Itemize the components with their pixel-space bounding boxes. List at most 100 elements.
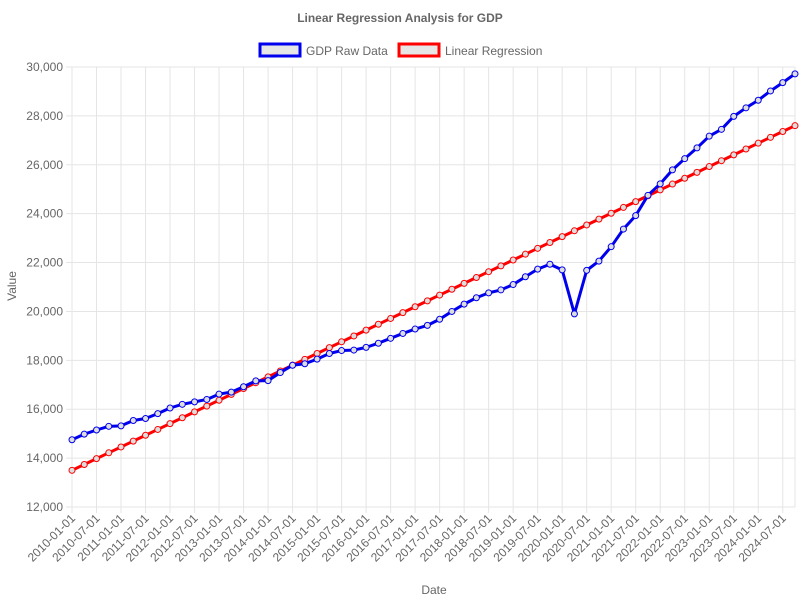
data-point-gdp-raw-data[interactable] — [607, 243, 615, 251]
data-point-gdp-raw-data[interactable] — [583, 266, 591, 274]
data-point-gdp-raw-data[interactable] — [203, 395, 211, 403]
data-point-linear-regression[interactable] — [362, 326, 370, 334]
data-point-linear-regression[interactable] — [399, 309, 407, 317]
data-point-gdp-raw-data[interactable] — [632, 212, 640, 220]
data-point-gdp-raw-data[interactable] — [717, 125, 725, 133]
legend-item-linear-regression[interactable]: Linear Regression — [397, 42, 542, 58]
data-point-linear-regression[interactable] — [154, 425, 162, 433]
data-point-linear-regression[interactable] — [129, 437, 137, 445]
data-point-linear-regression[interactable] — [338, 338, 346, 346]
data-point-linear-regression[interactable] — [497, 262, 505, 270]
data-point-gdp-raw-data[interactable] — [68, 436, 76, 444]
data-point-gdp-raw-data[interactable] — [191, 398, 199, 406]
data-point-gdp-raw-data[interactable] — [178, 400, 186, 408]
data-point-gdp-raw-data[interactable] — [656, 180, 664, 188]
data-point-linear-regression[interactable] — [423, 297, 431, 305]
data-point-gdp-raw-data[interactable] — [350, 346, 358, 354]
data-point-gdp-raw-data[interactable] — [791, 70, 799, 78]
data-point-linear-regression[interactable] — [754, 139, 762, 147]
data-point-linear-regression[interactable] — [203, 402, 211, 410]
data-point-linear-regression[interactable] — [325, 344, 333, 352]
data-point-linear-regression[interactable] — [791, 122, 799, 130]
data-point-linear-regression[interactable] — [387, 314, 395, 322]
data-point-linear-regression[interactable] — [534, 244, 542, 252]
data-point-gdp-raw-data[interactable] — [570, 310, 578, 318]
data-point-linear-regression[interactable] — [546, 238, 554, 246]
data-point-gdp-raw-data[interactable] — [80, 430, 88, 438]
data-point-gdp-raw-data[interactable] — [289, 361, 297, 369]
data-point-linear-regression[interactable] — [705, 163, 713, 171]
data-point-linear-regression[interactable] — [730, 151, 738, 159]
data-point-linear-regression[interactable] — [668, 180, 676, 188]
data-point-gdp-raw-data[interactable] — [534, 265, 542, 273]
data-point-gdp-raw-data[interactable] — [779, 79, 787, 87]
data-point-linear-regression[interactable] — [472, 274, 480, 282]
data-point-gdp-raw-data[interactable] — [264, 377, 272, 385]
data-point-gdp-raw-data[interactable] — [558, 266, 566, 274]
data-point-linear-regression[interactable] — [374, 320, 382, 328]
data-point-gdp-raw-data[interactable] — [423, 321, 431, 329]
data-point-gdp-raw-data[interactable] — [448, 307, 456, 315]
legend[interactable]: GDP Raw Data Linear Regression — [258, 42, 542, 58]
data-point-linear-regression[interactable] — [766, 133, 774, 141]
data-point-linear-regression[interactable] — [68, 466, 76, 474]
data-point-gdp-raw-data[interactable] — [472, 294, 480, 302]
data-point-linear-regression[interactable] — [460, 279, 468, 287]
data-point-linear-regression[interactable] — [583, 221, 591, 229]
data-point-gdp-raw-data[interactable] — [93, 426, 101, 434]
data-point-gdp-raw-data[interactable] — [754, 96, 762, 104]
data-point-linear-regression[interactable] — [558, 233, 566, 241]
data-point-gdp-raw-data[interactable] — [166, 404, 174, 412]
data-point-linear-regression[interactable] — [178, 414, 186, 422]
data-point-linear-regression[interactable] — [117, 443, 125, 451]
data-point-linear-regression[interactable] — [521, 250, 529, 258]
data-point-gdp-raw-data[interactable] — [595, 257, 603, 265]
data-point-linear-regression[interactable] — [105, 449, 113, 457]
data-point-linear-regression[interactable] — [619, 203, 627, 211]
data-point-linear-regression[interactable] — [717, 157, 725, 165]
data-point-linear-regression[interactable] — [93, 455, 101, 463]
data-point-linear-regression[interactable] — [632, 198, 640, 206]
data-point-linear-regression[interactable] — [215, 396, 223, 404]
data-point-linear-regression[interactable] — [570, 227, 578, 235]
data-point-linear-regression[interactable] — [142, 431, 150, 439]
data-point-gdp-raw-data[interactable] — [668, 166, 676, 174]
data-point-gdp-raw-data[interactable] — [362, 343, 370, 351]
data-point-linear-regression[interactable] — [595, 215, 603, 223]
data-point-gdp-raw-data[interactable] — [338, 347, 346, 355]
data-point-gdp-raw-data[interactable] — [546, 260, 554, 268]
data-point-gdp-raw-data[interactable] — [460, 300, 468, 308]
data-point-gdp-raw-data[interactable] — [730, 112, 738, 120]
data-point-linear-regression[interactable] — [436, 291, 444, 299]
data-point-linear-regression[interactable] — [191, 408, 199, 416]
data-point-gdp-raw-data[interactable] — [117, 422, 125, 430]
data-point-linear-regression[interactable] — [607, 209, 615, 217]
data-point-gdp-raw-data[interactable] — [129, 416, 137, 424]
data-point-gdp-raw-data[interactable] — [374, 339, 382, 347]
data-point-gdp-raw-data[interactable] — [313, 355, 321, 363]
data-point-gdp-raw-data[interactable] — [325, 349, 333, 357]
data-point-gdp-raw-data[interactable] — [436, 315, 444, 323]
data-point-gdp-raw-data[interactable] — [644, 191, 652, 199]
data-point-linear-regression[interactable] — [448, 285, 456, 293]
data-point-linear-regression[interactable] — [166, 420, 174, 428]
data-point-gdp-raw-data[interactable] — [276, 369, 284, 377]
data-point-gdp-raw-data[interactable] — [387, 334, 395, 342]
data-point-gdp-raw-data[interactable] — [705, 132, 713, 140]
data-point-gdp-raw-data[interactable] — [521, 273, 529, 281]
data-point-gdp-raw-data[interactable] — [766, 87, 774, 95]
data-point-gdp-raw-data[interactable] — [681, 155, 689, 163]
data-point-gdp-raw-data[interactable] — [509, 281, 517, 289]
data-point-gdp-raw-data[interactable] — [301, 360, 309, 368]
data-point-linear-regression[interactable] — [350, 332, 358, 340]
data-point-gdp-raw-data[interactable] — [411, 325, 419, 333]
data-point-gdp-raw-data[interactable] — [742, 104, 750, 112]
data-point-linear-regression[interactable] — [411, 303, 419, 311]
data-point-gdp-raw-data[interactable] — [215, 390, 223, 398]
data-point-gdp-raw-data[interactable] — [497, 286, 505, 294]
data-point-gdp-raw-data[interactable] — [227, 388, 235, 396]
data-point-gdp-raw-data[interactable] — [154, 410, 162, 418]
data-point-linear-regression[interactable] — [779, 127, 787, 135]
data-point-gdp-raw-data[interactable] — [240, 383, 248, 391]
data-point-linear-regression[interactable] — [693, 168, 701, 176]
